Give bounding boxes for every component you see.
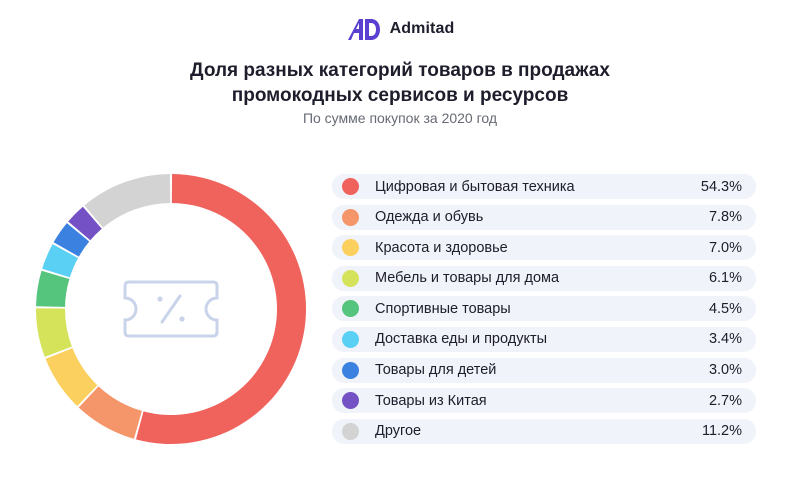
legend-swatch <box>342 239 359 257</box>
legend-item-8: Товары из Китая 2.7% <box>332 388 756 414</box>
chart-legend: Цифровая и бытовая техника 54.3% Одежда и … <box>332 174 756 449</box>
legend-swatch <box>342 392 359 410</box>
admitad-logo-icon <box>347 19 380 40</box>
legend-label: Доставка еды и продукты <box>375 331 548 348</box>
donut-slice-9 <box>84 174 171 228</box>
donut-slice-6 <box>42 244 79 278</box>
legend-item-9: Другое 11.2% <box>332 418 756 444</box>
legend-swatch <box>342 178 359 195</box>
legend-item-1: Цифровая и бытовая техника 54.3% <box>332 174 756 199</box>
donut-slice-2 <box>78 386 142 439</box>
legend-label: Цифровая и бытовая техника <box>375 178 575 195</box>
donut-slice-8 <box>68 206 102 241</box>
legend-label: Товары для детей <box>375 362 497 379</box>
chart-title-line-1: Доля разных категорий товаров в продажах <box>190 60 610 81</box>
coupon-percent-icon <box>123 280 219 338</box>
legend-label: Мебель и товары для дома <box>375 270 560 287</box>
chart-title-line-2: промокодных сервисов и ресурсов <box>231 85 569 106</box>
legend-value: 4.5% <box>708 300 742 317</box>
legend-swatch <box>342 422 359 440</box>
legend-value: 7.8% <box>708 209 742 226</box>
legend-label: Другое <box>375 423 422 440</box>
legend-label: Спортивные товары <box>375 300 511 317</box>
donut-slice-4 <box>36 308 72 357</box>
legend-value: 3.0% <box>708 362 742 379</box>
donut-slice-7 <box>53 223 90 257</box>
legend-label: Красота и здоровье <box>375 239 508 256</box>
legend-swatch <box>342 208 359 226</box>
legend-swatch <box>342 330 359 348</box>
legend-swatch <box>342 269 359 287</box>
legend-item-3: Красота и здоровье 7.0% <box>332 235 756 261</box>
legend-item-2: Одежда и обувь 7.8% <box>332 204 756 230</box>
legend-item-7: Товары для детей 3.0% <box>332 357 756 383</box>
legend-item-5: Спортивные товары 4.5% <box>332 296 756 322</box>
donut-slice-1 <box>135 174 306 444</box>
brand-logo: Admitad <box>0 16 800 42</box>
donut-slices <box>36 174 306 444</box>
legend-value: 6.1% <box>708 270 742 287</box>
legend-value: 7.0% <box>708 239 742 256</box>
legend-value: 11.2% <box>701 423 742 440</box>
legend-label: Одежда и обувь <box>375 209 484 226</box>
legend-item-6: Доставка еды и продукты 3.4% <box>332 326 756 352</box>
legend-item-4: Мебель и товары для дома 6.1% <box>332 265 756 291</box>
legend-label: Товары из Китая <box>375 392 487 409</box>
chart-subtitle: По сумме покупок за 2020 год <box>302 110 498 126</box>
chart-title: Доля разных категорий товаров в продажах… <box>0 58 800 108</box>
legend-value: 2.7% <box>708 392 742 409</box>
donut-chart <box>36 174 306 444</box>
donut-slice-5 <box>36 270 70 307</box>
brand-name: Admitad <box>389 20 455 37</box>
donut-slice-3 <box>45 348 98 407</box>
legend-value: 54.3% <box>700 178 742 195</box>
legend-swatch <box>342 300 359 318</box>
legend-value: 3.4% <box>708 331 742 348</box>
legend-swatch <box>342 361 359 379</box>
